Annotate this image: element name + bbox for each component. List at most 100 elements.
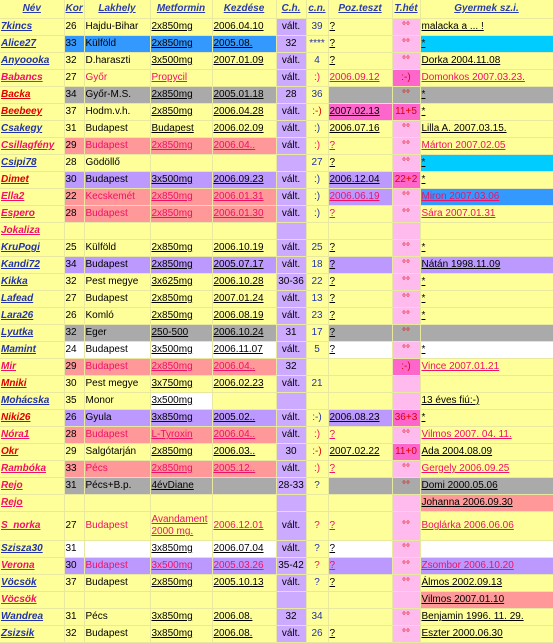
pregnancy-week-cell [392,392,421,410]
child-birth-cell [420,222,553,240]
col-header-pozteszt[interactable]: Poz.teszt [328,0,393,19]
start-date-cell [212,69,277,87]
member-name-link[interactable]: S_norka [0,511,65,541]
table-row: Rejo 31 Pécs+B.p. 4évDiane 28-33? °° Domi 2000… [0,477,553,495]
location-cell: Pécs+B.p. [84,477,151,495]
cycle-day-cell: :) [306,69,329,87]
age-cell: 29 [64,443,85,461]
table-row: Vöcsök Vilmos 2007.01.10 [0,591,553,609]
member-name-link[interactable]: Mohácska [0,392,65,410]
cycle-length-cell [276,591,307,609]
cycle-length-cell: vált. [276,375,307,393]
positive-test-cell: ? [328,256,393,274]
age-cell: 33 [64,460,85,478]
member-name-link[interactable]: Alice27 [0,35,65,53]
member-name-link[interactable]: Nóra1 [0,426,65,444]
member-name-link[interactable]: Vöcsök [0,574,65,592]
member-name-link[interactable]: KruPogi [0,239,65,257]
table-row: Espero 28 Budapest 2x850mg 2006.01.30 vált.:)… [0,205,553,223]
pregnancy-week-cell: °° [392,625,421,643]
member-name-link[interactable]: Vöcsök [0,591,65,609]
member-name-link[interactable]: Lyutka [0,324,65,342]
positive-test-cell: 2006.12.04 [328,171,393,189]
positive-test-cell: ? [328,307,393,325]
col-header-kor[interactable]: Kor [64,0,85,19]
member-name-link[interactable]: Mamint [0,341,65,359]
child-birth-cell: Nátán 1998.11.09 [420,256,553,274]
member-name-link[interactable]: Csakegy [0,120,65,138]
metformin-cell: 3x750mg [150,375,213,393]
member-name-link[interactable]: Babancs [0,69,65,87]
age-cell: 31 [64,540,85,558]
member-name-link[interactable]: Jokaliza [0,222,65,240]
member-name-link[interactable]: Dimet [0,171,65,189]
metformin-cell: 2x850mg [150,86,213,104]
table-row: Rejo Johanna 2006.09.30 [0,494,553,512]
member-name-link[interactable]: Rambóka [0,460,65,478]
member-name-link[interactable]: Mir [0,358,65,376]
col-header-lakhely[interactable]: Lakhely [84,0,151,19]
member-name-link[interactable]: Niki26 [0,409,65,427]
metformin-cell: 2x850mg [150,460,213,478]
metformin-cell: 3x500mg [150,171,213,189]
pregnancy-week-cell: °° [392,256,421,274]
table-row: Nóra1 28 Budapest L-Tyroxin 2006.04.. vált.:)… [0,426,553,444]
member-name-link[interactable]: Lafead [0,290,65,308]
metformin-cell: 2x850mg [150,290,213,308]
member-name-link[interactable]: Verona [0,557,65,575]
member-name-link[interactable]: Csillagfény [0,137,65,155]
cycle-length-cell: 35-42 [276,557,307,575]
col-header-thet[interactable]: T.hét [392,0,421,19]
metformin-cell: 2x850mg [150,358,213,376]
location-cell: Külföld [84,35,151,53]
member-name-link[interactable]: 7kincs [0,18,65,36]
start-date-cell: 2005.01.18 [212,86,277,104]
start-date-cell: 2006.03.. [212,443,277,461]
col-header-cn[interactable]: c.n. [306,0,329,19]
start-date-cell: 2006.04.. [212,137,277,155]
positive-test-cell: ? [328,511,393,541]
member-name-link[interactable]: Kikka [0,273,65,291]
start-date-cell [212,154,277,172]
col-header-kezdese[interactable]: Kezdése [212,0,277,19]
age-cell [64,222,85,240]
cycle-length-cell: 32 [276,358,307,376]
table-row: KruPogi 25 Külföld 2x850mg 2006.10.19 vált. 25… [0,239,553,257]
col-header-nev[interactable]: Név [0,0,65,19]
table-row: 7kincs 26 Hajdu-Bihar 2x850mg 2006.04.10 vált… [0,18,553,36]
member-name-link[interactable]: Wandrea [0,608,65,626]
cycle-day-cell: ? [306,574,329,592]
positive-test-cell: 2007.02.13 [328,103,393,121]
metformin-cell: 2x850mg [150,205,213,223]
member-name-link[interactable]: Rejo [0,494,65,512]
col-header-gyermek[interactable]: Gyermek sz.i. [420,0,553,19]
child-birth-cell: Miron 2007.03.06 [420,188,553,206]
age-cell: 30 [64,557,85,575]
member-name-link[interactable]: Csipi78 [0,154,65,172]
member-name-link[interactable]: Rejo [0,477,65,495]
col-header-ch[interactable]: C.h. [276,0,307,19]
table-row: Csakegy 31 Budapest Budapest 2006.02.09 vált.… [0,120,553,138]
member-name-link[interactable]: Kandi72 [0,256,65,274]
member-name-link[interactable]: Beebeey [0,103,65,121]
member-name-link[interactable]: Ella2 [0,188,65,206]
member-name-link[interactable]: Espero [0,205,65,223]
table-body: 7kincs 26 Hajdu-Bihar 2x850mg 2006.04.10 vált… [0,18,553,643]
metformin-cell: Avandament 2000 mg. [150,511,213,541]
col-header-metformin[interactable]: Metformin [150,0,213,19]
member-name-link[interactable]: Lara26 [0,307,65,325]
member-name-link[interactable]: Zsizsik [0,625,65,643]
member-name-link[interactable]: Anyoooka [0,52,65,70]
cycle-length-cell: vált. [276,69,307,87]
cycle-day-cell: :) [306,137,329,155]
member-name-link[interactable]: Okr [0,443,65,461]
pregnancy-week-cell: °° [392,477,421,495]
metformin-cell: L-Tyroxin [150,426,213,444]
cycle-day-cell: :) [306,188,329,206]
cycle-length-cell: 30-36 [276,273,307,291]
table-row: Dimet 30 Budapest 3x500mg 2006.09.23 vált.:) 2… [0,171,553,189]
member-name-link[interactable]: Backa [0,86,65,104]
member-name-link[interactable]: Szisza30 [0,540,65,558]
age-cell: 27 [64,511,85,541]
member-name-link[interactable]: Mniki [0,375,65,393]
